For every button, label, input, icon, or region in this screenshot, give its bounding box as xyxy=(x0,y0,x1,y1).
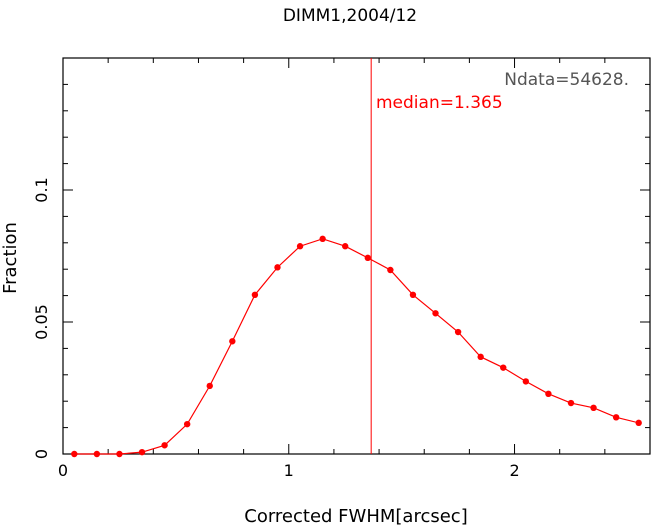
data-point xyxy=(93,450,101,458)
data-point xyxy=(138,448,146,456)
data-point xyxy=(432,310,439,317)
data-point xyxy=(116,450,123,458)
data-point xyxy=(454,328,462,336)
median-annotation: median=1.365 xyxy=(376,93,503,113)
ndata-annotation: Ndata=54628. xyxy=(504,70,629,90)
series-line xyxy=(74,238,639,455)
plot-frame xyxy=(62,57,651,455)
data-point xyxy=(477,353,484,361)
y-tick-label: 0.05 xyxy=(32,304,51,340)
data-point xyxy=(590,404,597,411)
x-axis-label: Corrected FWHM[arcsec] xyxy=(244,506,467,527)
axis-ticks: 0 1 2 0 0.05 0.1 xyxy=(32,58,651,480)
chart-title: DIMM1,2004/12 xyxy=(283,6,417,26)
data-point xyxy=(251,291,259,299)
data-point xyxy=(387,266,394,274)
data-point xyxy=(274,264,281,271)
y-tick-label: 0.1 xyxy=(32,177,51,202)
x-tick-label: 0 xyxy=(58,461,68,480)
data-point xyxy=(229,338,236,345)
data-point xyxy=(500,364,507,371)
data-point xyxy=(342,243,349,250)
data-point xyxy=(522,378,530,385)
x-tick-label: 1 xyxy=(284,461,294,480)
data-point xyxy=(161,442,168,449)
data-point xyxy=(183,420,191,428)
axes xyxy=(62,57,651,455)
data-point xyxy=(206,382,213,390)
data-point xyxy=(296,243,304,250)
data-point xyxy=(545,390,552,398)
x-tick-label: 2 xyxy=(509,461,519,480)
data-point xyxy=(635,419,642,427)
y-tick-label: 0 xyxy=(32,449,51,459)
data-point xyxy=(612,414,620,421)
data-series xyxy=(71,235,642,458)
data-point xyxy=(567,399,575,407)
y-axis-label: Fraction xyxy=(0,222,21,294)
data-point xyxy=(71,450,78,458)
data-point xyxy=(409,291,417,299)
data-point xyxy=(364,254,371,262)
data-point xyxy=(319,235,326,243)
